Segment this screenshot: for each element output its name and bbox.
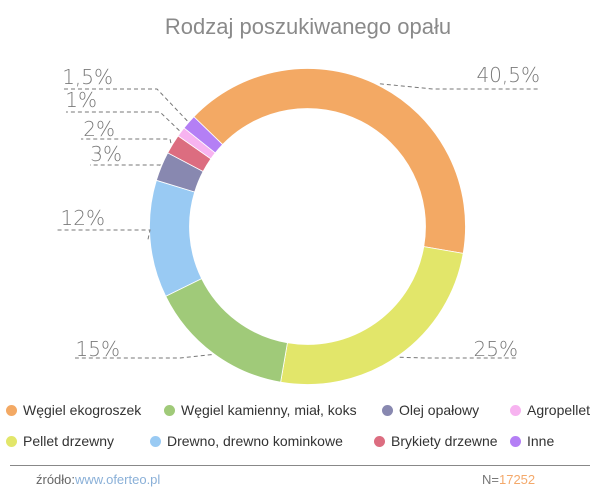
donut-segment[interactable] [193,68,466,254]
donut-segment[interactable] [149,179,203,297]
legend-dot-icon [150,435,161,447]
legend-item[interactable]: Pellet drzewny [6,433,114,449]
legend-dot-icon [6,404,17,416]
leader-line [379,83,540,90]
leader-line [62,88,188,122]
donut-segment[interactable] [280,246,464,385]
legend-item[interactable]: Brykiety drzewne [374,433,498,449]
legend-item[interactable]: Inne [510,433,554,449]
donut-chart: 40,5% 25% 15% 12% 3%2% 1%1,5% [57,63,540,385]
legend-dot-icon [6,435,17,447]
legend-dot-icon [510,404,521,416]
percent-label: 25% [474,337,518,361]
donut-segment[interactable] [183,116,224,154]
donut-segment[interactable] [165,278,288,383]
leader-line [81,138,172,144]
legend-dot-icon [382,404,393,416]
chart-title: Rodzaj poszukiwanego opału [164,14,452,39]
legend-dot-icon [374,435,385,447]
percent-label: 1,5% [62,65,113,89]
leader-line [399,356,518,359]
legend-item[interactable]: Agropellet [510,402,590,418]
leader-line [57,229,151,240]
leader-line [66,111,180,132]
percent-label: 1% [65,88,97,112]
source: źródło:www.oferteo.pl [36,472,161,487]
legend-dot-icon [510,435,521,447]
legend-item[interactable]: Węgiel ekogroszek [6,402,141,418]
legend-item[interactable]: Olej opałowy [382,402,479,418]
sample-size-value: 17252 [498,472,536,487]
leader-line [90,164,162,166]
legend-item[interactable]: Drewno, drewno kominkowe [150,433,343,449]
percent-label: 2% [83,117,115,141]
legend-item[interactable]: Węgiel kamienny, miał, koks [164,402,357,418]
percent-label: 12% [61,206,105,230]
legend-dot-icon [164,404,175,416]
leader-line [75,354,212,359]
footer-divider [10,465,590,466]
percent-label: 15% [76,337,120,361]
percent-label: 40,5% [476,63,540,87]
source-link[interactable]: www.oferteo.pl [75,472,161,487]
percent-label: 3% [90,142,122,166]
sample-size: N=17252 [482,472,536,487]
